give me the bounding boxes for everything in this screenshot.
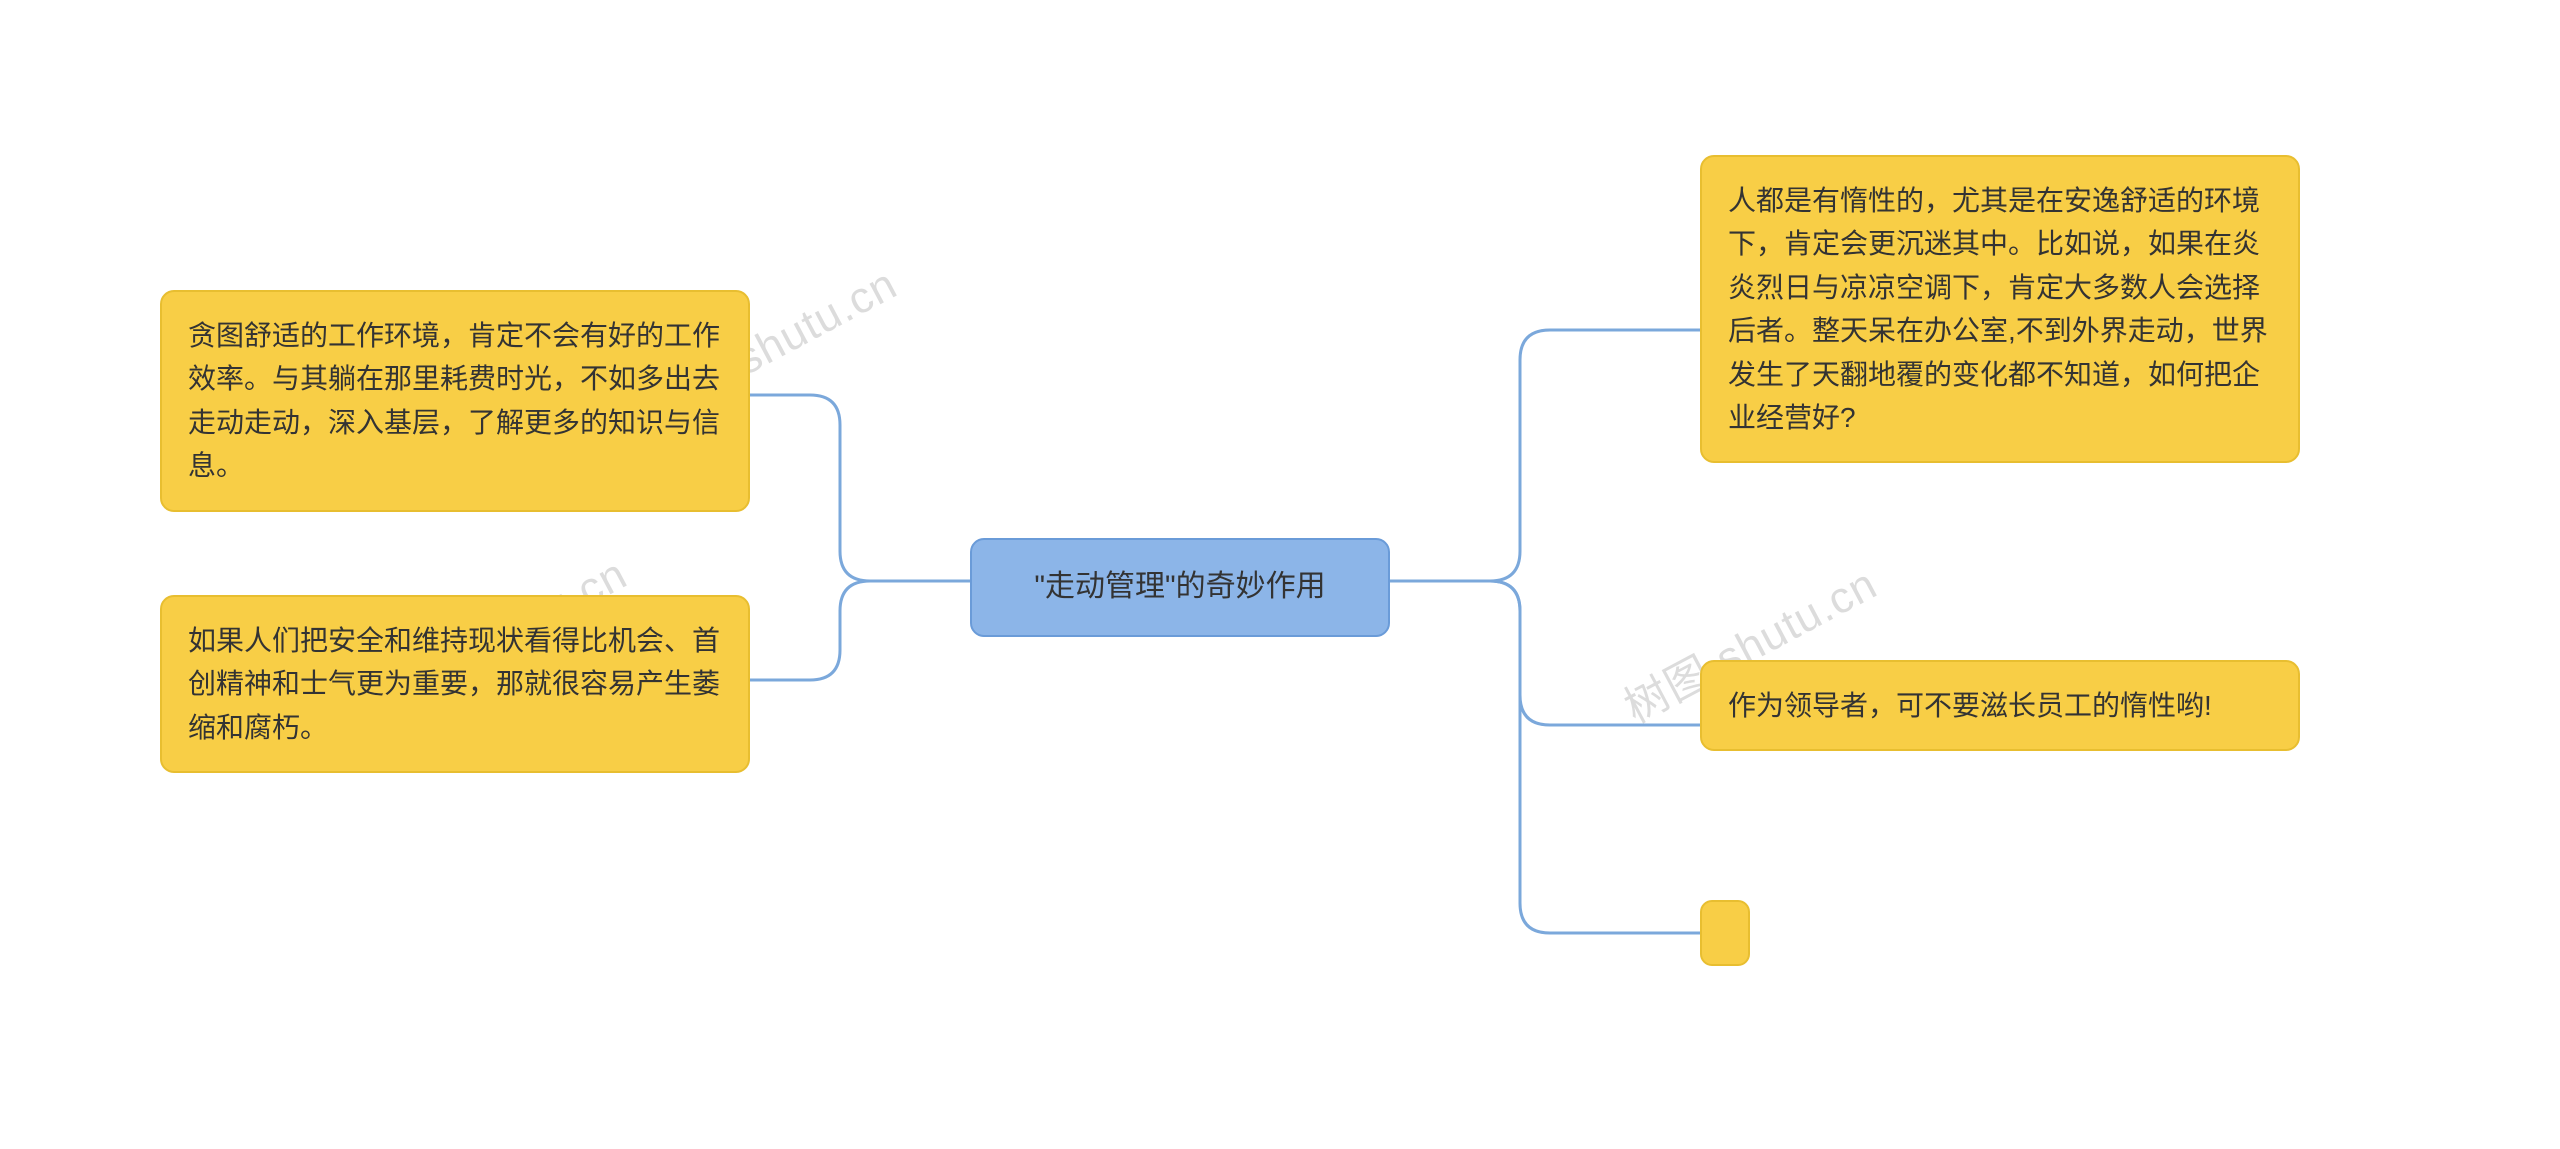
center-node[interactable]: "走动管理"的奇妙作用 xyxy=(970,538,1390,637)
right-node-2[interactable]: 作为领导者，可不要滋长员工的惰性哟! xyxy=(1700,660,2300,751)
right-node-1[interactable]: 人都是有惰性的，尤其是在安逸舒适的环境下，肯定会更沉迷其中。比如说，如果在炎炎烈… xyxy=(1700,155,2300,463)
mindmap-canvas: 树图 shutu.cn 树图 shutu.cn 树图 shutu.cn 树图 s… xyxy=(0,0,2560,1149)
right-node-3-empty[interactable] xyxy=(1700,900,1750,966)
left-node-1[interactable]: 贪图舒适的工作环境，肯定不会有好的工作效率。与其躺在那里耗费时光，不如多出去走动… xyxy=(160,290,750,512)
left-node-2[interactable]: 如果人们把安全和维持现状看得比机会、首创精神和士气更为重要，那就很容易产生萎缩和… xyxy=(160,595,750,773)
